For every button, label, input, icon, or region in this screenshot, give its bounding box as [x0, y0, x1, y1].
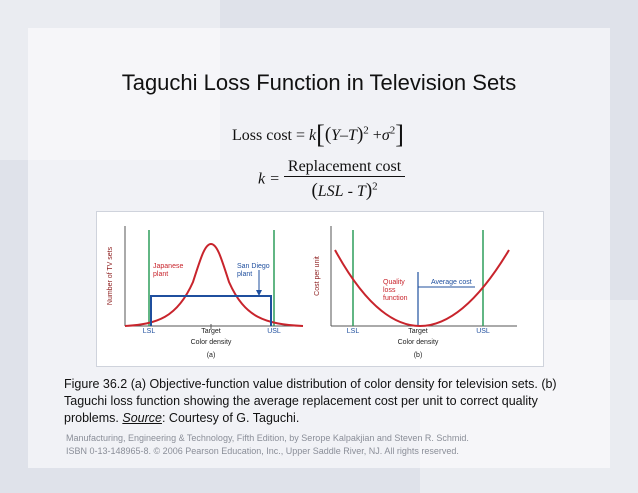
panel-a-tag: (a): [207, 352, 216, 359]
den-t-symbol: T: [356, 183, 366, 200]
panel-a-tick-target: Target: [201, 328, 221, 335]
den-minus: -: [343, 183, 357, 200]
k-fraction: Replacement cost (LSL - T)2: [283, 158, 406, 202]
san-diego-arrow: [256, 290, 262, 296]
san-diego-label-2: plant: [237, 271, 252, 278]
panel-a-tick-usl: USL: [267, 328, 281, 335]
footer-line-2: ISBN 0-13-148965-8. © 2006 Pearson Educa…: [66, 446, 459, 456]
panel-a-ylabel: Number of TV sets: [107, 246, 114, 305]
average-cost-label: Average cost: [431, 279, 472, 286]
loss-cost-lhs: Loss cost =: [232, 127, 306, 144]
k-symbol: k: [309, 127, 317, 144]
y-symbol: Y: [331, 127, 341, 144]
japanese-label-1: Japanese: [153, 263, 183, 270]
exponent-2: 2: [363, 124, 369, 137]
san-diego-plant-curve: [150, 295, 272, 326]
panel-a-tick-lsl: LSL: [143, 328, 156, 335]
caption-source-text: : Courtesy of G. Taguchi.: [161, 411, 300, 425]
plus-sign: +: [372, 127, 382, 144]
den-exponent: 2: [372, 180, 378, 193]
quality-label-3: function: [383, 295, 408, 302]
san-diego-label-1: San Diego: [237, 263, 270, 270]
figure-36-2: Number of TV sets LSL Target USL Color d…: [96, 211, 544, 367]
sigma-exponent: 2: [389, 124, 396, 137]
quality-loss-curve: [334, 249, 510, 327]
figure-svg: Number of TV sets LSL Target USL Color d…: [107, 226, 517, 359]
quality-label-2: loss: [383, 287, 396, 294]
panel-b-xlabel: Color density: [398, 339, 439, 346]
slide-title: Taguchi Loss Function in Television Sets: [121, 70, 517, 95]
japanese-label-2: plant: [153, 271, 168, 278]
caption-text: Figure 36.2 (a) Objective-function value…: [64, 377, 557, 425]
k-formula: k = Replacement cost (LSL - T)2: [258, 158, 406, 202]
panel-a-xlabel: Color density: [191, 339, 232, 346]
loss-cost-formula: Loss cost = k[(Y–T)2 +σ2]: [232, 120, 404, 149]
panel-b-tick-lsl: LSL: [347, 328, 360, 335]
fraction-denominator: (LSL - T)2: [311, 180, 378, 201]
panel-b-ylabel: Cost per unit: [314, 256, 321, 296]
caption-source-label: Source: [122, 411, 162, 425]
quality-label-1: Quality: [383, 279, 405, 286]
sigma-symbol: σ: [381, 127, 390, 144]
fraction-numerator: Replacement cost: [283, 158, 406, 177]
panel-b: Cost per unit LSL Target USL Color densi…: [314, 226, 517, 359]
japanese-plant-curve: [124, 242, 304, 327]
lsl-symbol: LSL: [317, 183, 344, 200]
minus-sign: –: [340, 127, 349, 144]
k-eq-label: k =: [258, 170, 280, 188]
footer-line-1: Manufacturing, Engineering & Technology,…: [66, 433, 469, 443]
figure-caption: Figure 36.2 (a) Objective-function value…: [64, 376, 584, 427]
t-symbol: T: [348, 127, 357, 144]
copyright-footer: Manufacturing, Engineering & Technology,…: [66, 432, 526, 458]
panel-b-tick-target: Target: [408, 328, 428, 335]
panel-b-tick-usl: USL: [476, 328, 490, 335]
panel-a: Number of TV sets LSL Target USL Color d…: [107, 226, 304, 359]
panel-b-tag: (b): [414, 352, 423, 359]
